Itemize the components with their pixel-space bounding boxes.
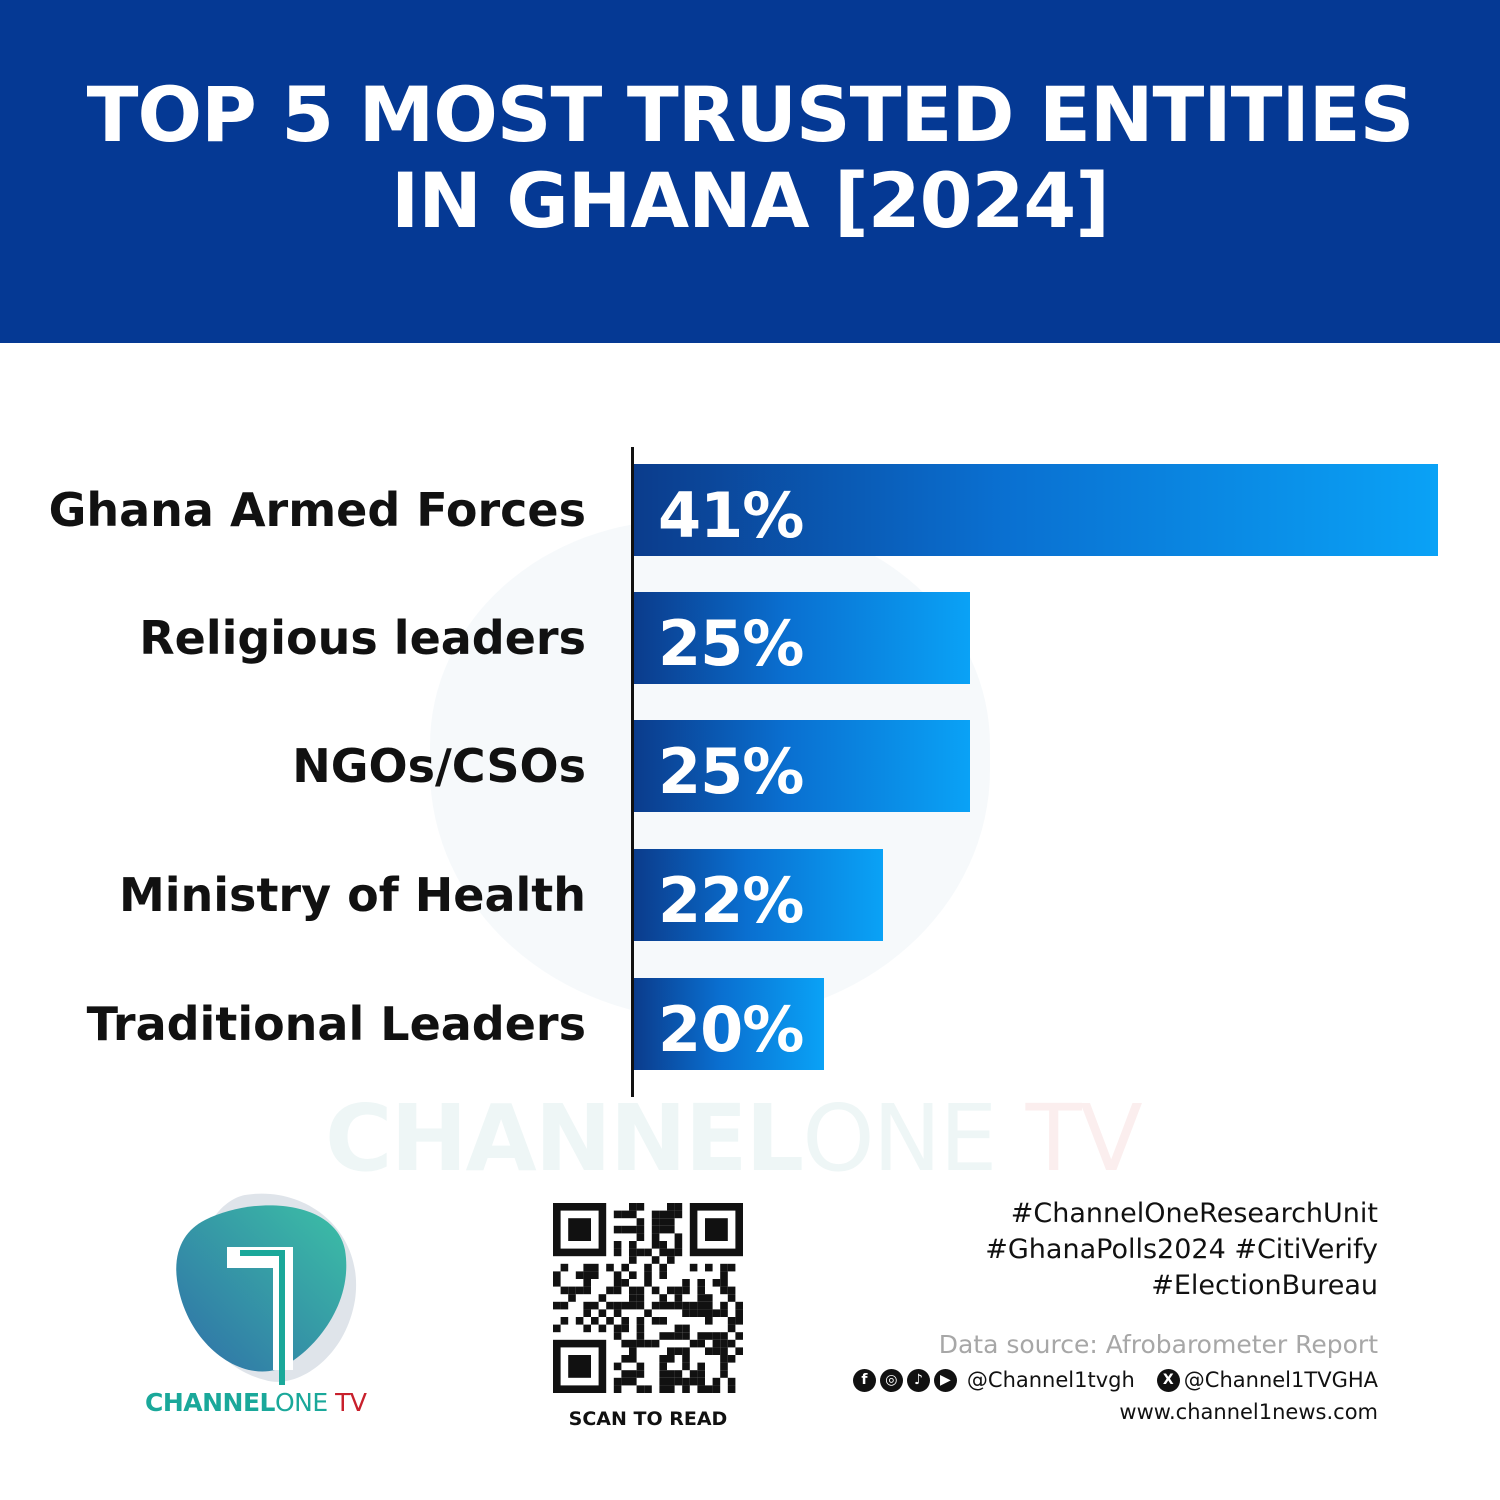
title-line-2: IN GHANA [2024] [390, 155, 1110, 245]
category-label: Ministry of Health [119, 868, 586, 922]
bar: 22% [634, 849, 883, 941]
hashtag-line: #GhanaPolls2024 #CitiVerify [985, 1234, 1378, 1265]
data-label: 41% [658, 479, 804, 552]
hashtag-line: #ElectionBureau [1151, 1270, 1378, 1301]
social-handles: f ◎ ♪ ▶ @Channel1tvgh X @Channel1TVGHA [852, 1368, 1378, 1392]
handle-social[interactable]: @Channel1tvgh [966, 1368, 1135, 1392]
instagram-icon[interactable]: ◎ [879, 1368, 903, 1392]
qr-code[interactable] [553, 1203, 743, 1393]
category-label: Ghana Armed Forces [48, 483, 586, 537]
data-label: 25% [658, 607, 804, 680]
website-link[interactable]: www.channel1news.com [1119, 1400, 1378, 1424]
category-label: Religious leaders [139, 611, 586, 665]
y-axis-line [631, 447, 634, 1097]
bar: 20% [634, 978, 825, 1070]
channel-one-brand: CHANNELONE TV [145, 1388, 367, 1417]
tiktok-icon[interactable]: ♪ [906, 1368, 930, 1392]
category-label: Traditional Leaders [86, 997, 586, 1051]
data-source: Data source: Afrobarometer Report [938, 1330, 1378, 1359]
bar: 25% [634, 592, 971, 684]
bar: 25% [634, 720, 971, 812]
channel-one-logo-icon [176, 1193, 357, 1385]
page-title: TOP 5 MOST TRUSTED ENTITIES IN GHANA [202… [86, 69, 1415, 245]
title-line-1: TOP 5 MOST TRUSTED ENTITIES [86, 69, 1415, 159]
scan-caption: SCAN TO READ [568, 1408, 728, 1430]
data-label: 25% [658, 735, 804, 808]
watermark-text: CHANNELONE TV [325, 1085, 1143, 1192]
category-label: NGOs/CSOs [292, 739, 586, 793]
data-label: 20% [658, 993, 804, 1066]
hashtags: #ChannelOneResearchUnit #GhanaPolls2024 … [985, 1196, 1378, 1304]
header-banner: TOP 5 MOST TRUSTED ENTITIES IN GHANA [202… [0, 0, 1500, 343]
bar: 41% [634, 464, 1438, 556]
handle-x[interactable]: @Channel1TVGHA [1183, 1368, 1378, 1392]
youtube-icon[interactable]: ▶ [933, 1368, 957, 1392]
facebook-icon[interactable]: f [852, 1368, 876, 1392]
x-icon[interactable]: X [1156, 1368, 1180, 1392]
data-label: 22% [658, 864, 804, 937]
hashtag-line: #ChannelOneResearchUnit [1010, 1198, 1378, 1229]
